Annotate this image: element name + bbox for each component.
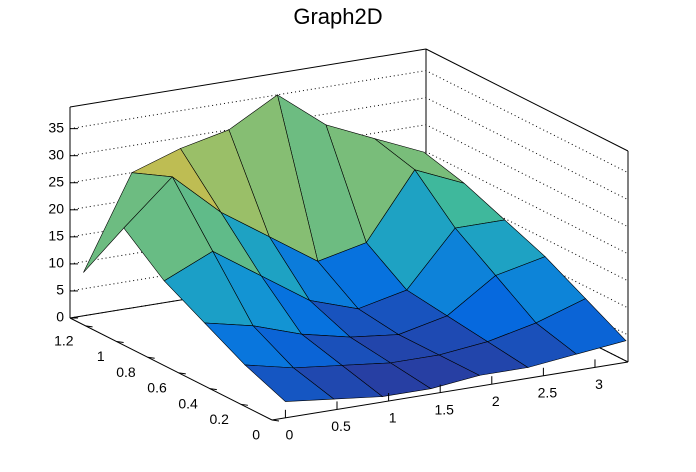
y-tick: [178, 372, 186, 375]
y-tick-label: 1.2: [54, 333, 74, 349]
y-tick-label: 0.8: [116, 364, 136, 380]
y-tick: [271, 419, 280, 422]
x-tick-label: 3: [595, 376, 603, 392]
surface-cell: [244, 364, 335, 402]
chart-title: Graph2D: [293, 4, 382, 29]
y-tick-label: 1: [97, 348, 105, 364]
y-tick-label: 0.4: [178, 395, 198, 411]
z-tick-label: 15: [48, 228, 64, 244]
x-tick-label: 1.5: [434, 401, 454, 417]
z-tick-label: 5: [56, 282, 64, 298]
box-edge: [425, 48, 629, 152]
y-tick: [85, 325, 93, 328]
x-tick-label: 2.5: [538, 384, 558, 400]
y-tick-label: 0: [252, 427, 260, 443]
z-tick-label: 30: [48, 146, 64, 162]
z-tick-label: 35: [48, 119, 64, 135]
grid-line: [69, 70, 629, 174]
y-tick-label: 0.2: [209, 411, 229, 427]
x-tick-label: 0.5: [331, 418, 351, 434]
grid-line: [69, 97, 629, 201]
x-axis: [271, 361, 629, 421]
y-tick: [147, 356, 155, 359]
z-tick-label: 20: [48, 200, 64, 216]
x-tick-label: 1: [389, 410, 397, 426]
y-tick: [240, 403, 248, 406]
z-tick-label: 0: [56, 309, 64, 325]
y-tick-label: 0.6: [147, 380, 167, 396]
x-tick-label: 0: [286, 427, 294, 443]
z-tick-label: 10: [48, 255, 64, 271]
y-tick: [209, 388, 217, 391]
y-axis: [69, 317, 273, 421]
y-tick: [116, 341, 124, 344]
box-edge: [69, 48, 427, 108]
z-tick-label: 25: [48, 173, 64, 189]
x-tick-label: 2: [492, 393, 500, 409]
